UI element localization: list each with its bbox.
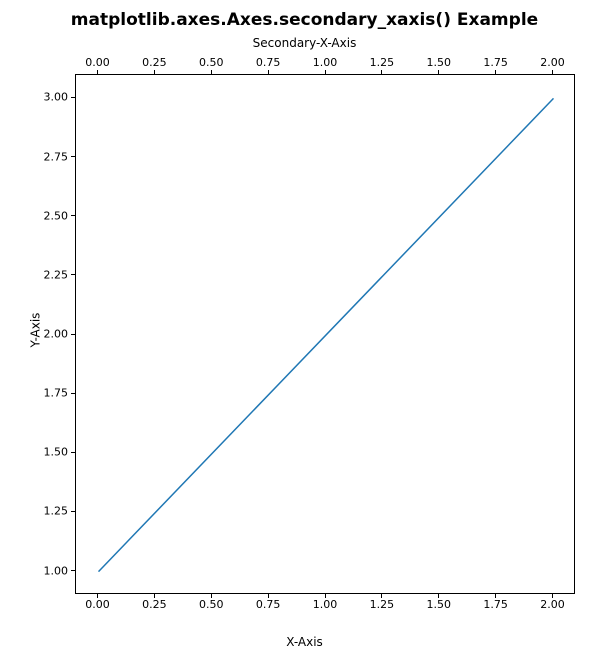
x-tick-label: 0.50 [199,598,224,611]
plot-area [75,74,575,594]
secondary-x-tick-label: 0.25 [142,56,167,69]
x-tick-label: 1.00 [313,598,338,611]
line-series [76,75,574,593]
y-tick-label: 3.00 [18,91,68,104]
y-tick-mark [71,156,75,157]
secondary-x-tick-label: 1.75 [483,56,508,69]
secondary-x-tick-label: 1.00 [313,56,338,69]
y-tick-mark [71,97,75,98]
y-tick-mark [71,215,75,216]
secondary-x-tick-label: 2.00 [540,56,565,69]
secondary-x-tick-mark [268,70,269,74]
secondary-x-tick-label: 1.25 [370,56,395,69]
x-tick-label: 1.25 [370,598,395,611]
y-tick-label: 1.25 [18,505,68,518]
y-tick-label: 1.00 [18,564,68,577]
secondary-x-tick-mark [552,70,553,74]
y-tick-mark [71,274,75,275]
y-tick-label: 2.25 [18,268,68,281]
x-tick-label: 1.50 [427,598,452,611]
secondary-x-tick-label: 1.50 [427,56,452,69]
chart-title: matplotlib.axes.Axes.secondary_xaxis() E… [0,10,609,30]
secondary-x-tick-label: 0.50 [199,56,224,69]
x-axis-label: X-Axis [0,635,609,649]
y-tick-label: 2.75 [18,150,68,163]
y-tick-mark [71,334,75,335]
x-tick-label: 0.75 [256,598,281,611]
y-tick-mark [71,570,75,571]
secondary-x-tick-mark [495,70,496,74]
y-tick-label: 1.75 [18,387,68,400]
y-tick-label: 2.00 [18,328,68,341]
secondary-x-tick-mark [438,70,439,74]
secondary-x-axis-label: Secondary-X-Axis [0,36,609,50]
x-tick-label: 0.00 [85,598,110,611]
secondary-x-tick-mark [381,70,382,74]
x-tick-label: 0.25 [142,598,167,611]
secondary-x-tick-mark [154,70,155,74]
x-tick-label: 2.00 [540,598,565,611]
y-tick-mark [71,393,75,394]
secondary-x-tick-label: 0.75 [256,56,281,69]
x-tick-label: 1.75 [483,598,508,611]
secondary-x-tick-mark [97,70,98,74]
y-tick-label: 2.50 [18,209,68,222]
y-tick-mark [71,452,75,453]
secondary-x-tick-label: 0.00 [85,56,110,69]
y-tick-label: 1.50 [18,446,68,459]
secondary-x-tick-mark [211,70,212,74]
y-tick-mark [71,511,75,512]
figure: matplotlib.axes.Axes.secondary_xaxis() E… [0,0,609,659]
secondary-x-tick-mark [325,70,326,74]
